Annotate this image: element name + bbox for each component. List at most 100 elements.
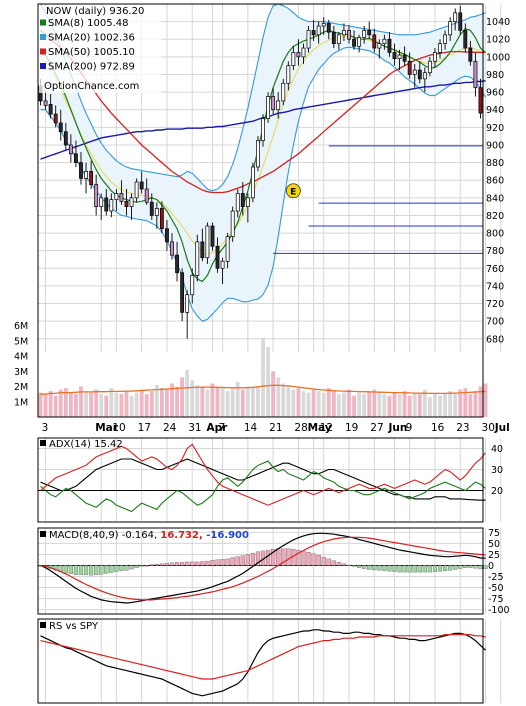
candle-body (205, 225, 210, 259)
macd-histogram-bar (215, 559, 220, 566)
volume-bar (342, 392, 346, 417)
candle-body (129, 197, 134, 207)
candle-body (397, 54, 402, 59)
macd-histogram-bar (159, 563, 164, 566)
macd-histogram-bar (412, 565, 417, 573)
candle-body (89, 171, 94, 185)
volume-bar (109, 388, 114, 417)
candle-body (357, 37, 362, 47)
macd-histogram-bar (443, 565, 448, 571)
candle-body (139, 181, 144, 190)
candle-body (180, 272, 185, 313)
volume-bar (175, 386, 179, 417)
candle-body (99, 197, 104, 207)
x-tick-label: 7 (219, 422, 226, 434)
candle-body (119, 193, 124, 202)
macd-signal-value: -16.900 (206, 530, 249, 541)
volume-bar (347, 389, 351, 417)
candle-body (195, 241, 200, 276)
macd-histogram-bar (372, 565, 377, 571)
macd-histogram-bar (392, 565, 397, 572)
volume-bar (149, 391, 154, 417)
volume-bar (316, 391, 321, 417)
candle-body (321, 23, 326, 27)
candle-body (448, 21, 453, 36)
adx-panel: 20 30 40 ADX(14) 15.42 (38, 438, 503, 522)
candle-body (362, 30, 367, 38)
candle-body (473, 60, 478, 89)
candle-body (190, 275, 195, 296)
candle-body (347, 30, 351, 40)
y-tick-label: 900 (486, 140, 504, 151)
volume-bar (89, 392, 94, 417)
y-tick-label: 800 (486, 229, 504, 240)
candle-body (342, 30, 346, 36)
legend-entry: SMA(8) 1005.48 (48, 18, 129, 29)
volume-bar (433, 392, 437, 417)
macd-histogram-bar (331, 560, 336, 566)
y-tick-label: 940 (486, 105, 504, 116)
adx-tick-label: 20 (491, 486, 503, 497)
volume-bar (230, 388, 235, 417)
macd-histogram-bar (336, 562, 341, 566)
macd-histogram-bar (119, 565, 124, 571)
candle-body (53, 113, 58, 124)
macd-histogram-bar (104, 565, 109, 574)
macd-histogram-bar (266, 549, 271, 566)
macd-histogram-bar (149, 564, 154, 566)
candle-body (478, 87, 483, 114)
chart-frame (37, 3, 484, 704)
x-tick-label: Jun (388, 422, 408, 434)
candle-body (266, 96, 271, 119)
x-tick-label: 31 (188, 422, 201, 434)
volume-bar (220, 386, 225, 417)
volume-bar (271, 371, 276, 417)
volume-bar (276, 377, 281, 417)
volume-bar (468, 394, 473, 417)
legend-swatch (40, 34, 46, 40)
macd-histogram-bar (210, 560, 215, 566)
plus-di-line (40, 460, 486, 513)
volume-bar (185, 369, 190, 417)
candle-body (154, 208, 159, 216)
macd-histogram-bar (382, 565, 387, 571)
macd-histogram-bar (341, 563, 347, 566)
macd-histogram-bar (245, 554, 250, 566)
x-tick-label: 27 (370, 422, 383, 434)
adx-legend-swatch (40, 440, 46, 446)
macd-histogram-bar (357, 565, 362, 568)
macd-histogram-bar (190, 561, 195, 566)
candle-body (468, 47, 473, 62)
candle-body (296, 52, 301, 58)
macd-histogram-bar (281, 548, 286, 566)
macd-histogram-bar (255, 551, 261, 566)
macd-histogram-bar (225, 558, 230, 566)
candle-body (200, 241, 205, 259)
candle-body (392, 52, 397, 59)
earnings-marker (285, 183, 301, 199)
candle-body (463, 30, 468, 49)
volume-bar (190, 380, 195, 417)
candle-body (170, 241, 174, 256)
macd-histogram-bar (134, 565, 139, 568)
adx-line (40, 458, 486, 501)
macd-histogram-bar (63, 565, 68, 574)
candle-body (407, 60, 412, 75)
volume-bar (397, 394, 402, 417)
x-tick-label: Jul (494, 422, 510, 434)
y-tick-label: 700 (486, 317, 504, 328)
candle-body (276, 100, 281, 111)
candle-body (256, 140, 260, 168)
volume-bar (48, 391, 53, 417)
volume-bar (68, 392, 73, 417)
candle-body (458, 12, 463, 31)
volume-bar (170, 383, 174, 417)
volume-bar (443, 394, 447, 417)
macd-histogram-bar (397, 565, 402, 573)
candle-body (79, 162, 83, 179)
macd-histogram-bar (139, 565, 144, 567)
x-tick-label: 28 (294, 422, 307, 434)
macd-histogram-bar (437, 565, 443, 572)
y-tick-label: 1000 (486, 52, 510, 63)
